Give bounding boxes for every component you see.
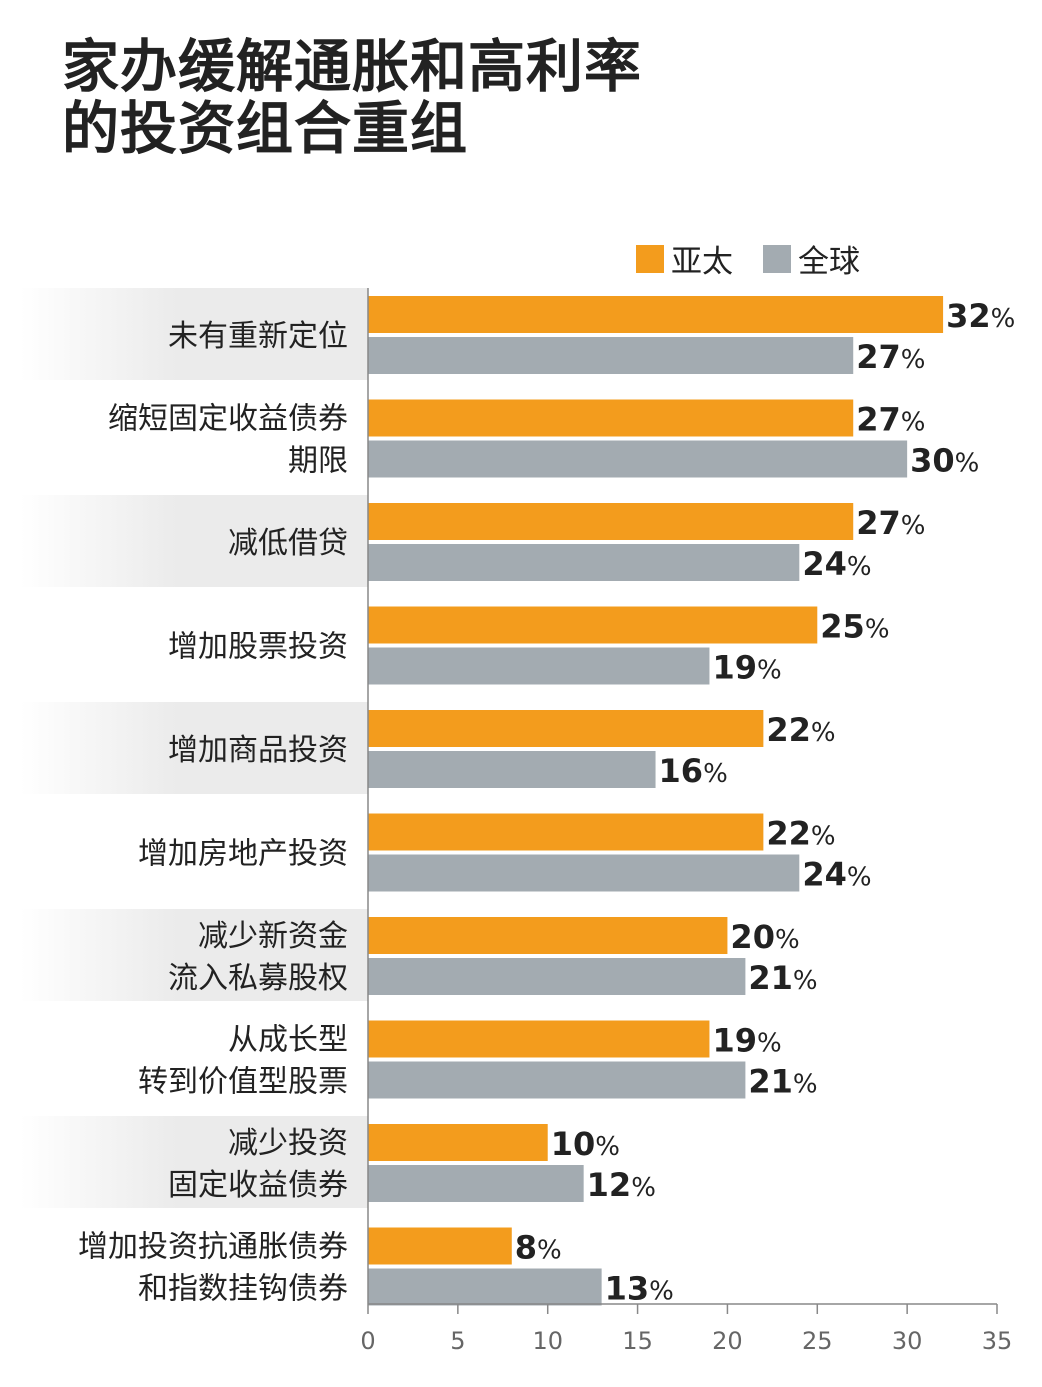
x-tick-label: 5: [450, 1327, 465, 1355]
bar-global: [368, 544, 800, 581]
value-label-asia-pacific: 22%: [766, 815, 835, 853]
category-label: 固定收益债券: [168, 1168, 348, 1203]
category-band: [20, 1116, 368, 1208]
value-label-global: 24%: [802, 856, 871, 894]
value-label-asia-pacific: 10%: [551, 1125, 620, 1163]
bar-global: [368, 440, 908, 478]
value-label-global: 21%: [748, 1063, 817, 1101]
bar-global: [368, 1268, 602, 1306]
value-label-global: 12%: [587, 1166, 656, 1204]
category-label: 和指数挂钩债券: [138, 1272, 348, 1307]
category-band: [20, 909, 368, 1001]
category-label: 缩短固定收益债券: [108, 402, 348, 437]
category-label: 转到价值型股票: [138, 1065, 348, 1100]
value-label-global: 13%: [605, 1270, 674, 1308]
value-label-asia-pacific: 27%: [856, 504, 925, 542]
legend-item-asia-pacific: 亚太: [636, 236, 733, 281]
category-band: [20, 495, 368, 587]
category-label: 减少新资金: [198, 919, 348, 954]
bar-global: [368, 751, 656, 788]
bar-asia-pacific: [368, 503, 854, 540]
value-label-global: 30%: [910, 442, 979, 480]
x-tick-label: 20: [712, 1327, 743, 1355]
chart-title-line-2: 的投资组合重组: [62, 96, 468, 162]
category-label: 减少投资: [228, 1126, 348, 1161]
category-label: 增加房地产投资: [138, 837, 348, 872]
category-label: 增加商品投资: [168, 733, 348, 768]
legend: 亚太 全球: [636, 236, 890, 281]
value-label-global: 21%: [748, 959, 817, 997]
chart-title-line-1: 家办缓解通胀和高利率: [62, 34, 642, 100]
legend-label-global: 全球: [798, 244, 860, 280]
value-label-global: 24%: [802, 545, 871, 583]
value-label-global: 27%: [856, 338, 925, 376]
bar-global: [368, 647, 710, 685]
category-label: 减低借贷: [228, 526, 348, 561]
x-tick-label: 35: [982, 1327, 1013, 1355]
x-tick-label: 10: [532, 1327, 563, 1355]
value-label-asia-pacific: 22%: [766, 711, 835, 749]
bar-asia-pacific: [368, 1020, 710, 1058]
value-label-asia-pacific: 27%: [856, 401, 925, 439]
value-label-asia-pacific: 20%: [730, 918, 799, 956]
legend-swatch-global: [763, 244, 791, 273]
bar-asia-pacific: [368, 606, 818, 644]
category-band: [20, 702, 368, 794]
bar-global: [368, 1061, 746, 1099]
legend-item-global: 全球: [763, 236, 860, 281]
bar-global: [368, 958, 746, 995]
x-tick-label: 30: [892, 1327, 923, 1355]
bar-asia-pacific: [368, 1124, 548, 1161]
category-label: 增加股票投资: [168, 630, 348, 665]
x-tick-label: 15: [622, 1327, 653, 1355]
bar-global: [368, 337, 854, 374]
bar-asia-pacific: [368, 296, 944, 333]
bar-asia-pacific: [368, 399, 854, 437]
bar-global: [368, 854, 800, 892]
value-label-asia-pacific: 19%: [712, 1022, 781, 1060]
x-tick-label: 25: [802, 1327, 833, 1355]
x-tick-label: 0: [360, 1327, 375, 1355]
value-label-global: 16%: [659, 752, 728, 790]
category-label: 未有重新定位: [168, 319, 348, 354]
bar-asia-pacific: [368, 917, 728, 954]
category-band: [20, 288, 368, 380]
value-label-asia-pacific: 32%: [946, 297, 1015, 335]
value-label-asia-pacific: 8%: [515, 1229, 562, 1267]
value-label-global: 19%: [712, 649, 781, 687]
category-label: 期限: [288, 444, 348, 479]
legend-label-asia-pacific: 亚太: [671, 244, 733, 280]
category-label: 从成长型: [228, 1023, 348, 1058]
category-label: 增加投资抗通胀债券: [78, 1230, 348, 1265]
legend-swatch-asia-pacific: [636, 244, 664, 273]
bar-asia-pacific: [368, 1227, 512, 1265]
bar-global: [368, 1165, 584, 1202]
chart-title: 家办缓解通胀和高利率 的投资组合重组: [62, 36, 642, 160]
value-label-asia-pacific: 25%: [820, 608, 889, 646]
bar-asia-pacific: [368, 813, 764, 851]
bar-asia-pacific: [368, 710, 764, 747]
category-label: 流入私募股权: [168, 961, 348, 996]
